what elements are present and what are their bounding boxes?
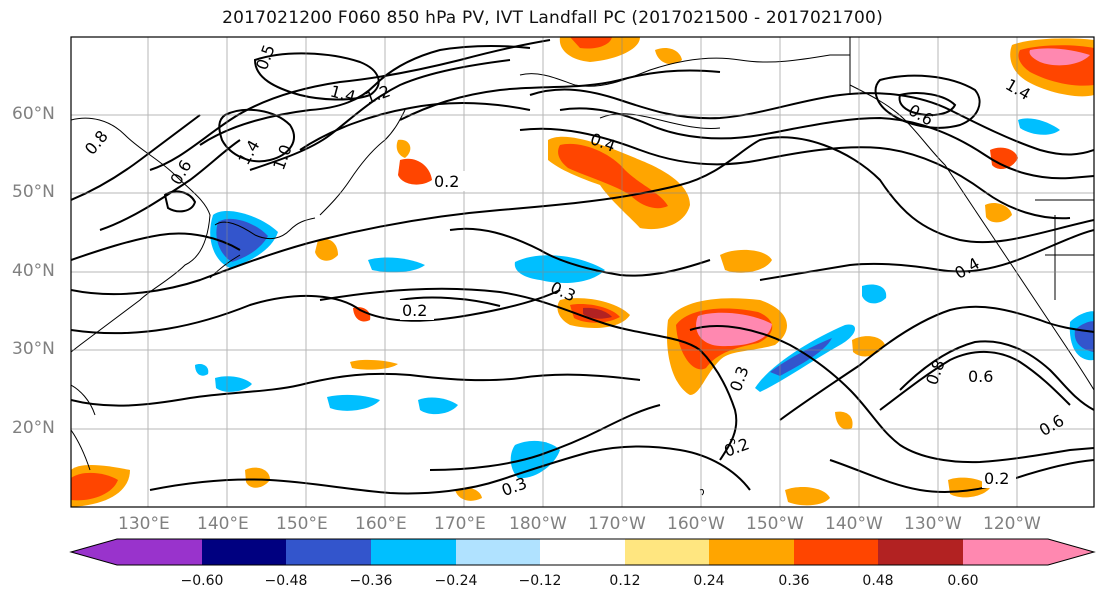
colorbar-extend-max	[1048, 539, 1094, 565]
contour-label: 0.2	[984, 469, 1009, 488]
lat-label: 30°N	[12, 339, 55, 359]
colorbar-segment	[286, 539, 371, 565]
colorbar-tick-label: 0.60	[947, 573, 979, 589]
colorbar-tick-label: 0.36	[778, 573, 810, 589]
map-frame	[70, 36, 1095, 508]
lat-label: 20°N	[12, 418, 55, 438]
colorbar-segment	[371, 539, 456, 565]
lon-label: 180°W	[509, 514, 567, 534]
colorbar-extend-min	[71, 539, 117, 565]
contour-label: 0.2	[434, 172, 459, 191]
lon-label: 160°E	[355, 514, 407, 534]
colorbar-outline	[69, 538, 1096, 566]
lon-label: 130°W	[904, 514, 962, 534]
colorbar-segment	[625, 539, 709, 565]
lat-label: 40°N	[12, 261, 55, 281]
lon-label: 140°E	[197, 514, 249, 534]
colorbar-segment	[117, 539, 202, 565]
lon-label: 170°E	[434, 514, 486, 534]
colorbar-tick-label: −0.36	[349, 573, 393, 589]
coastlines	[71, 37, 1094, 496]
map-plot-area: 0.2 0.2 0.2 0.3 0.3 0.3 0.2 0.6 0.8 0.6 …	[71, 37, 1094, 507]
lon-label: 150°W	[746, 514, 804, 534]
colorbar-tick-label: −0.60	[180, 573, 224, 589]
colorbar-tick-label: −0.24	[434, 573, 478, 589]
contour-label: 0.6	[968, 367, 993, 386]
colorbar-segment	[963, 539, 1048, 565]
lon-label: 120°W	[983, 514, 1041, 534]
lon-label: 150°E	[276, 514, 328, 534]
colorbar-segment	[878, 539, 963, 565]
colorbar-tick-label: 0.48	[862, 573, 894, 589]
graticule	[71, 37, 1094, 507]
map-title: 2017021200 F060 850 hPa PV, IVT Landfall…	[222, 8, 883, 28]
contour-label: 0.2	[402, 301, 427, 320]
lon-label: 130°E	[118, 514, 170, 534]
lon-label: 140°W	[825, 514, 883, 534]
lat-label: 50°N	[12, 182, 55, 202]
colorbar-segment	[794, 539, 878, 565]
colorbar-segment	[709, 539, 794, 565]
lon-label: 170°W	[588, 514, 646, 534]
pv-shading	[71, 37, 1094, 507]
colorbar-tick-label: 0.24	[693, 573, 725, 589]
colorbar-segment	[540, 539, 625, 565]
lat-label: 60°N	[12, 104, 55, 124]
colorbar-tick-label: 0.12	[609, 573, 641, 589]
colorbar-segment	[456, 539, 540, 565]
colorbar-tick-label: −0.12	[518, 573, 562, 589]
colorbar	[69, 538, 1096, 566]
lon-label: 160°W	[667, 514, 725, 534]
colorbar-segment	[202, 539, 286, 565]
colorbar-tick-label: −0.48	[264, 573, 308, 589]
